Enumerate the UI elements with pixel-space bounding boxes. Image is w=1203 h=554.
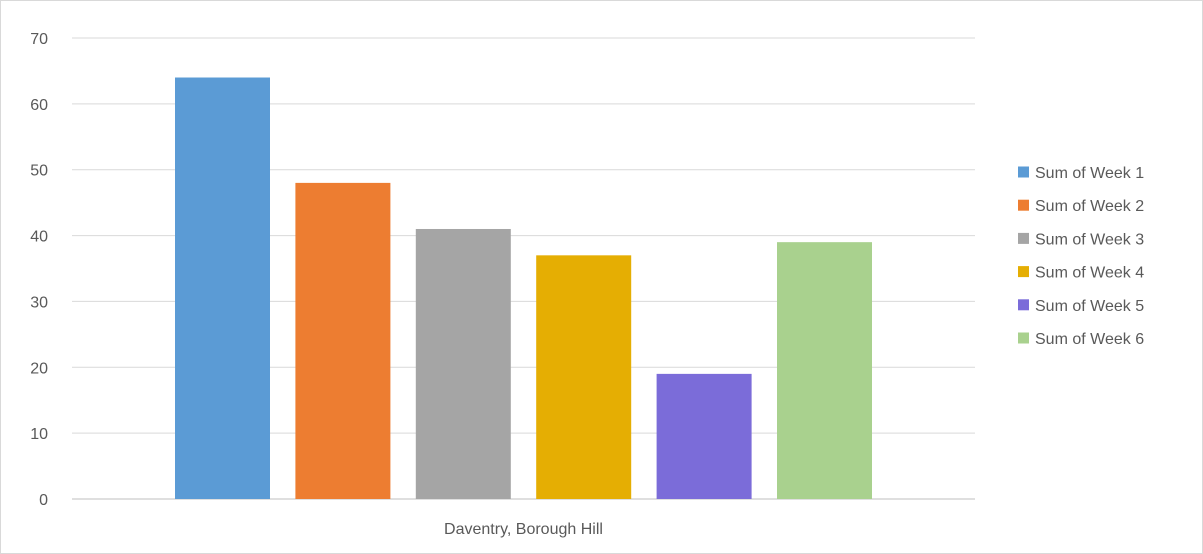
legend-swatch [1018,199,1029,211]
legend-swatch [1018,166,1029,178]
y-tick-label: 60 [30,97,48,114]
legend-item-week-2: Sum of Week 2 [1018,198,1144,215]
bar-week-4 [536,255,632,499]
y-tick-label: 70 [30,31,48,48]
bar-week-6 [777,242,872,499]
y-axis-ticks: 0 10 20 30 40 50 60 70 [30,31,48,509]
y-tick-label: 20 [30,360,48,377]
legend-item-week-5: Sum of Week 5 [1018,298,1144,315]
legend-item-week-1: Sum of Week 1 [1018,165,1144,182]
legend-swatch [1018,332,1029,344]
legend-swatch [1018,266,1029,278]
legend-item-week-4: Sum of Week 4 [1018,265,1144,282]
legend: Sum of Week 1 Sum of Week 2 Sum of Week 3 S… [1018,165,1144,348]
y-tick-label: 0 [39,492,48,509]
legend-item-week-3: Sum of Week 3 [1018,231,1144,248]
legend-label: Sum of Week 6 [1035,331,1144,348]
legend-item-week-6: Sum of Week 6 [1018,331,1144,348]
legend-swatch [1018,299,1029,311]
legend-label: Sum of Week 1 [1035,165,1144,182]
bar-week-2 [295,182,391,499]
y-tick-label: 30 [30,294,48,311]
legend-label: Sum of Week 4 [1035,265,1144,282]
y-tick-label: 40 [30,229,48,246]
bars [175,77,872,499]
legend-label: Sum of Week 2 [1035,198,1144,215]
y-tick-label: 10 [30,426,48,443]
x-axis: Daventry, Borough Hill [444,521,603,538]
legend-label: Sum of Week 5 [1035,298,1144,315]
y-tick-label: 50 [30,163,48,180]
bar-week-3 [415,228,511,499]
bar-week-1 [175,77,270,499]
legend-label: Sum of Week 3 [1035,231,1144,248]
legend-swatch [1018,232,1029,244]
bar-week-5 [656,373,752,499]
x-category-label: Daventry, Borough Hill [444,521,603,538]
